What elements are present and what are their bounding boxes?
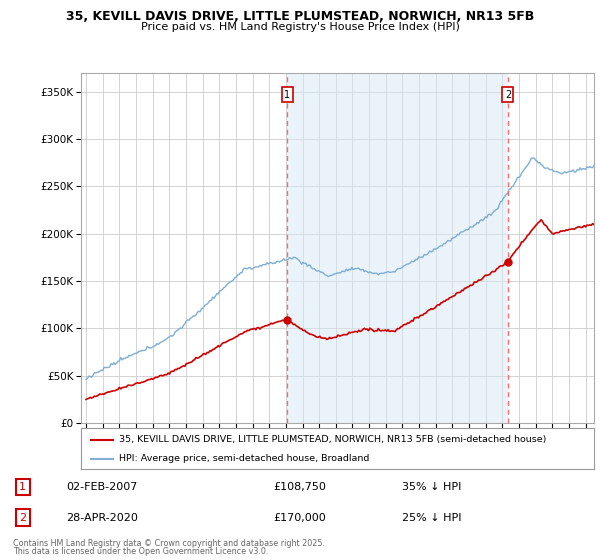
Text: 35% ↓ HPI: 35% ↓ HPI <box>403 482 461 492</box>
Text: 1: 1 <box>284 90 290 100</box>
Bar <box>287 73 508 423</box>
Text: This data is licensed under the Open Government Licence v3.0.: This data is licensed under the Open Gov… <box>13 547 269 556</box>
Text: £108,750: £108,750 <box>274 482 326 492</box>
Text: 2: 2 <box>505 90 511 100</box>
Text: 1: 1 <box>19 482 26 492</box>
Text: £170,000: £170,000 <box>274 513 326 522</box>
Text: 35, KEVILL DAVIS DRIVE, LITTLE PLUMSTEAD, NORWICH, NR13 5FB: 35, KEVILL DAVIS DRIVE, LITTLE PLUMSTEAD… <box>66 10 534 23</box>
Text: 2: 2 <box>19 513 26 522</box>
Text: 28-APR-2020: 28-APR-2020 <box>66 513 138 522</box>
Text: Price paid vs. HM Land Registry's House Price Index (HPI): Price paid vs. HM Land Registry's House … <box>140 22 460 32</box>
Text: 02-FEB-2007: 02-FEB-2007 <box>67 482 137 492</box>
Text: Contains HM Land Registry data © Crown copyright and database right 2025.: Contains HM Land Registry data © Crown c… <box>13 539 325 548</box>
Text: 35, KEVILL DAVIS DRIVE, LITTLE PLUMSTEAD, NORWICH, NR13 5FB (semi-detached house: 35, KEVILL DAVIS DRIVE, LITTLE PLUMSTEAD… <box>119 435 547 444</box>
Text: 25% ↓ HPI: 25% ↓ HPI <box>402 513 462 522</box>
Text: HPI: Average price, semi-detached house, Broadland: HPI: Average price, semi-detached house,… <box>119 454 370 463</box>
